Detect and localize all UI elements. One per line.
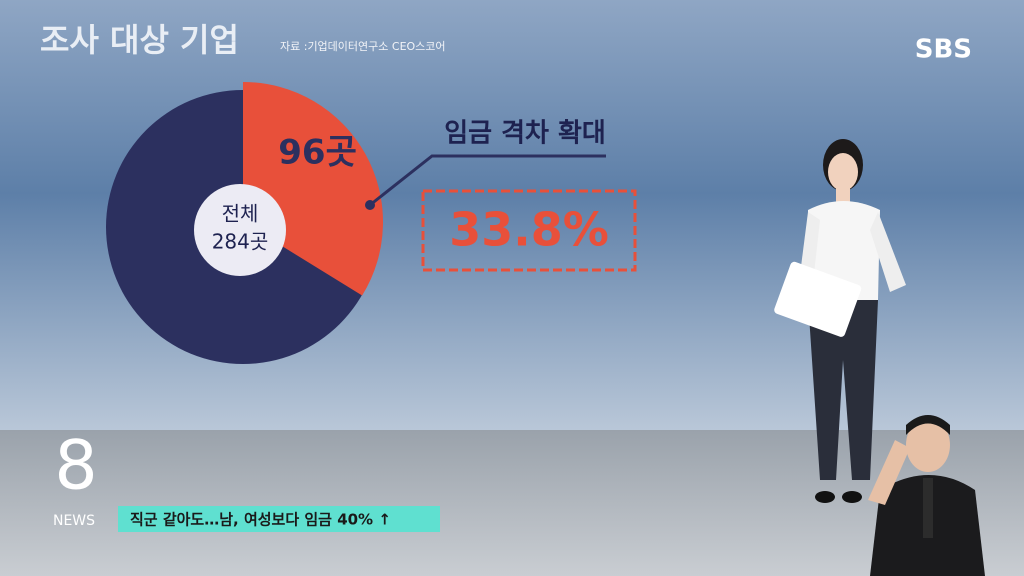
- annotation: 임금 격차 확대: [444, 119, 606, 149]
- ticker-bar: [118, 506, 440, 532]
- highlight: 33.8%: [449, 203, 609, 257]
- slice-label: 96곳: [278, 133, 357, 173]
- logo: SBS: [915, 35, 972, 65]
- total-label: 284곳: [212, 230, 269, 254]
- channel-mark: 8: [54, 427, 97, 506]
- presenter: [774, 139, 906, 503]
- highlight-box: [421, 189, 637, 272]
- sign-interpreter: [868, 415, 985, 576]
- ticker: 직군 같아도…남, 여성보다 임금 40% ↑: [130, 511, 391, 529]
- channel-name: NEWS: [53, 513, 95, 529]
- title: 조사 대상 기업: [40, 21, 239, 59]
- center-disc: [194, 184, 286, 276]
- leader-line: [369, 154, 606, 207]
- leader-dot: [365, 200, 375, 210]
- total-name: 전체: [222, 202, 259, 226]
- source: 자료 :기업데이터연구소 CEO스코어: [280, 40, 446, 53]
